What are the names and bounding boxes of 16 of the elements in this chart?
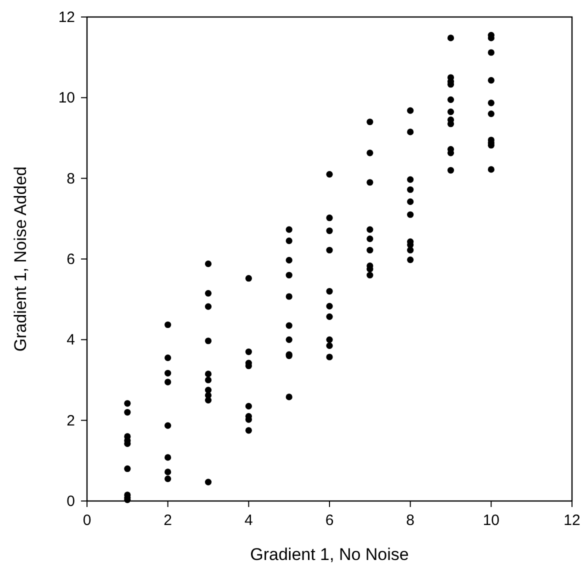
y-tick-label: 6 [66, 251, 75, 268]
y-tick-label: 10 [58, 90, 75, 107]
x-tick-label: 8 [406, 512, 415, 529]
x-tick-label: 12 [564, 512, 580, 529]
y-tick-label: 4 [66, 332, 75, 349]
x-tick-label: 4 [244, 512, 253, 529]
x-axis-title: Gradient 1, No Noise [250, 545, 409, 564]
y-tick-label: 0 [66, 493, 75, 510]
y-tick-label: 2 [66, 412, 75, 430]
x-tick-label: 6 [325, 512, 334, 529]
y-axis-title: Gradient 1, Noise Added [11, 166, 30, 352]
y-tick-label: 12 [58, 9, 75, 26]
y-tick-label: 8 [66, 170, 75, 188]
x-tick-label: 10 [482, 512, 500, 529]
x-tick-label: 2 [164, 512, 172, 529]
x-tick-label: 0 [82, 512, 92, 529]
